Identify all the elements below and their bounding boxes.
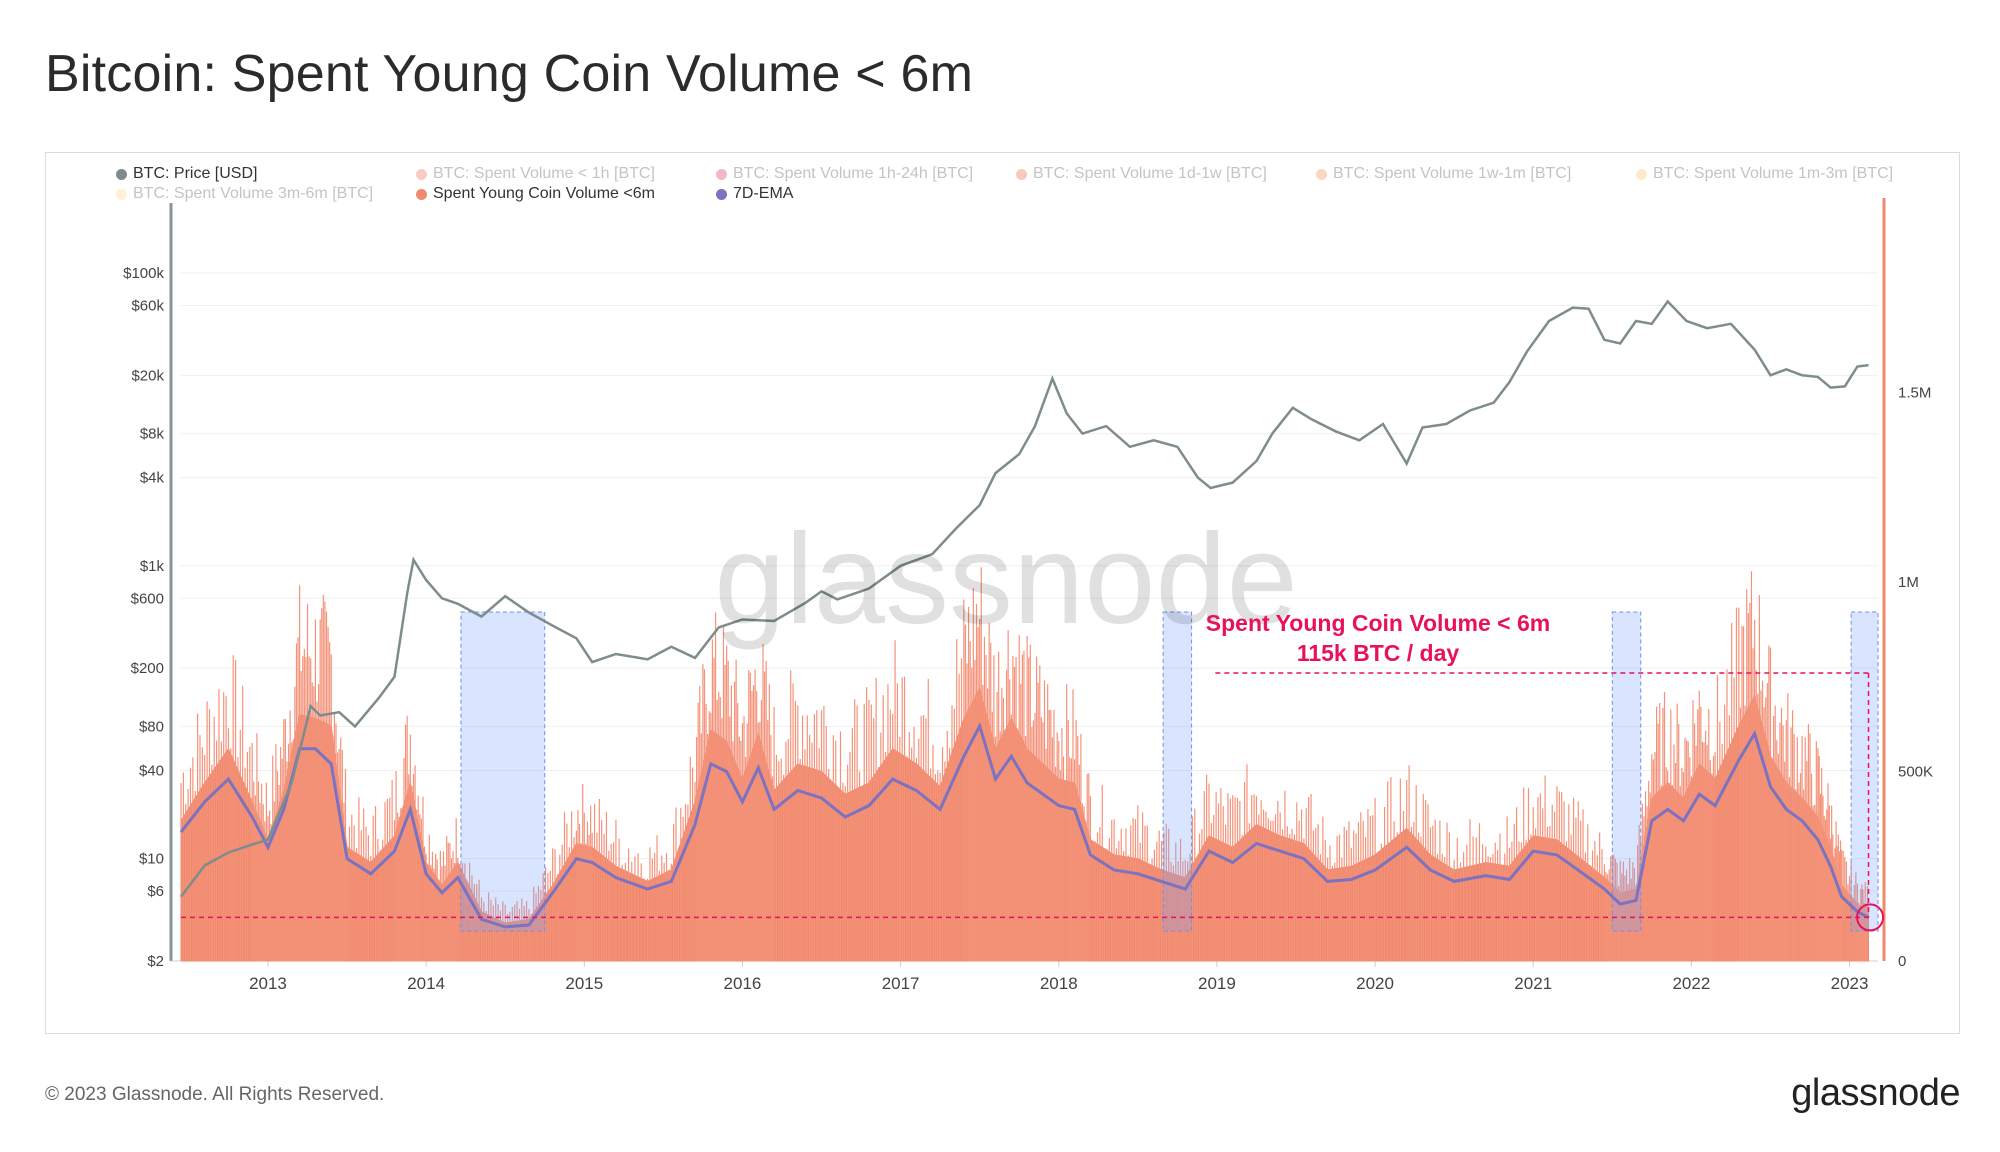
glassnode-logo: glassnode <box>1791 1072 1960 1114</box>
y-left-tick-label: $40 <box>139 763 164 780</box>
legend-item-4[interactable]: BTC: Spent Volume 1w-1m [BTC] <box>1316 165 1571 183</box>
highlight-range <box>1611 611 1642 932</box>
price-line <box>180 299 1869 898</box>
legend-dot-icon <box>1016 168 1027 180</box>
legend-label: BTC: Spent Volume 1w-1m [BTC] <box>1333 165 1572 182</box>
ema-line <box>179 722 1870 929</box>
y-left-tick-label: $4k <box>140 470 165 487</box>
legend-dot-icon <box>1636 168 1647 180</box>
legend-item-3[interactable]: BTC: Spent Volume 1d-1w [BTC] <box>1016 165 1267 183</box>
legend-label: BTC: Spent Volume 3m-6m [BTC] <box>133 185 374 202</box>
x-tick-label: 2019 <box>1198 974 1236 993</box>
legend-label: BTC: Price [USD] <box>133 165 258 182</box>
legend-dot-icon <box>116 168 127 180</box>
x-tick-label: 2017 <box>882 974 920 993</box>
legend-item-0[interactable]: BTC: Price [USD] <box>116 165 257 183</box>
legend-item-1[interactable]: BTC: Spent Volume < 1h [BTC] <box>416 165 655 183</box>
legend-label: 7D-EMA <box>733 185 794 202</box>
legend-item-2[interactable]: BTC: Spent Volume 1h-24h [BTC] <box>716 165 973 183</box>
legend-dot-icon <box>116 188 127 200</box>
x-tick-label: 2023 <box>1831 974 1869 993</box>
y-left-tick-label: $60k <box>131 297 164 314</box>
y-left-tick-label: $100k <box>123 265 164 282</box>
x-tick-label: 2013 <box>249 974 287 993</box>
y-left-tick-label: $1k <box>140 558 165 575</box>
annotation-title: Spent Young Coin Volume < 6m <box>1206 610 1550 636</box>
annotation-value: 115k BTC / day <box>1297 640 1460 666</box>
legend-label: BTC: Spent Volume < 1h [BTC] <box>433 165 655 182</box>
legend-dot-icon <box>716 168 727 180</box>
y-left-tick-label: $2 <box>147 953 164 970</box>
x-tick-label: 2016 <box>724 974 762 993</box>
x-tick-label: 2020 <box>1356 974 1394 993</box>
copyright-footer: © 2023 Glassnode. All Rights Reserved. <box>45 1084 385 1105</box>
legend-label: BTC: Spent Volume 1d-1w [BTC] <box>1033 165 1267 182</box>
chart-title: Bitcoin: Spent Young Coin Volume < 6m <box>45 45 974 103</box>
y-left-tick-label: $20k <box>131 367 164 384</box>
x-tick-label: 2022 <box>1672 974 1710 993</box>
x-tick-label: 2021 <box>1514 974 1552 993</box>
legend-label: Spent Young Coin Volume <6m <box>433 185 655 202</box>
y-right-tick-label: 1M <box>1898 574 1919 591</box>
y-right-tick-label: 0 <box>1898 953 1906 970</box>
highlight-range <box>460 611 546 932</box>
y-left-tick-label: $80 <box>139 718 164 735</box>
y-left-tick-label: $10 <box>139 851 164 868</box>
legend-dot-icon <box>416 168 427 180</box>
legend-label: BTC: Spent Volume 1h-24h [BTC] <box>733 165 974 182</box>
legend-item-7[interactable]: Spent Young Coin Volume <6m <box>416 185 655 203</box>
x-tick-label: 2015 <box>565 974 603 993</box>
legend-dot-icon <box>716 188 727 200</box>
x-tick-label: 2014 <box>407 974 445 993</box>
legend-item-5[interactable]: BTC: Spent Volume 1m-3m [BTC] <box>1636 165 1893 183</box>
chart-svg: $100k $60k $20k $8k $4k $1k $600 $200 $80 $40 $10 $… <box>123 198 1933 993</box>
watermark: glassnode <box>714 508 1298 651</box>
current-value-marker <box>1856 903 1885 932</box>
legend-dot-icon <box>1316 168 1327 180</box>
y-right-tick-label: 1.5M <box>1898 385 1931 402</box>
y-left-tick-label: $600 <box>131 590 164 607</box>
highlight-range <box>1850 611 1879 932</box>
x-tick-label: 2018 <box>1040 974 1078 993</box>
y-left-tick-label: $200 <box>131 660 164 677</box>
legend-dot-icon <box>416 188 427 200</box>
y-right-tick-label: 500K <box>1898 764 1933 781</box>
chart-panel: BTC: Price [USD] BTC: Spent Volume < 1h [… <box>45 152 1960 1034</box>
legend-label: BTC: Spent Volume 1m-3m [BTC] <box>1653 165 1894 182</box>
y-left-tick-label: $8k <box>140 426 165 443</box>
highlight-range <box>1162 611 1193 932</box>
legend-item-8[interactable]: 7D-EMA <box>716 185 793 203</box>
y-left-tick-label: $6 <box>147 883 164 900</box>
legend-item-6[interactable]: BTC: Spent Volume 3m-6m [BTC] <box>116 185 373 203</box>
